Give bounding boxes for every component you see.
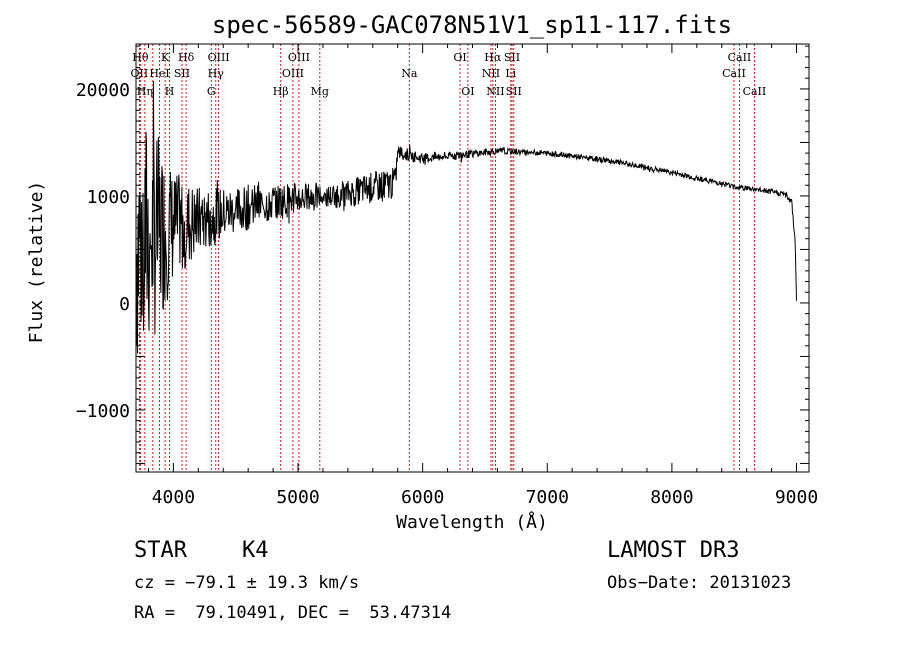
chart-title: spec-56589-GAC078N51V1_sp11-117.fits [212, 11, 732, 39]
spectral-line-label: H [165, 85, 175, 98]
spectral-lines: Hθ OII Hη HeI K H SII Hδ G Hγ OIII Hβ OIII OIII Mg Na OI… [131, 44, 767, 472]
object-class: STAR [134, 538, 187, 563]
spectral-line-label: SII [174, 67, 190, 80]
spectral-line-label: CaII [743, 85, 767, 98]
spectral-line-label: OI [453, 51, 466, 64]
y-axis-ticks: −1000 0 1000 20000 [76, 45, 809, 464]
y-tick-label: 20000 [76, 80, 130, 101]
axes [135, 43, 810, 473]
spectral-line-label: CaII [722, 67, 746, 80]
spectral-line-label: Na [401, 67, 418, 80]
sky-coordinates: RA = 79.10491, DEC = 53.47314 [134, 603, 452, 623]
y-tick-label: −1000 [76, 401, 130, 422]
x-axis-label: Wavelength (Å) [396, 511, 548, 533]
x-tick-label: 5000 [276, 487, 319, 508]
spectral-line-label: OI [461, 85, 474, 98]
spectral-line-label: Hη [137, 85, 153, 98]
spectral-line-label: OII [131, 67, 149, 80]
x-tick-label: 7000 [526, 487, 569, 508]
spectral-line-label: Hγ [208, 67, 225, 80]
x-tick-label: 8000 [650, 487, 693, 508]
spectral-line-label: Hθ [132, 51, 149, 64]
observation-date: Obs−Date: 20131023 [607, 573, 792, 593]
y-tick-label: 0 [119, 294, 130, 315]
x-tick-label: 6000 [401, 487, 444, 508]
y-tick-label: 1000 [87, 187, 130, 208]
redshift-velocity: cz = −79.1 ± 19.3 km/s [134, 573, 360, 593]
x-tick-label: 9000 [775, 487, 818, 508]
spectral-line-label: SII [504, 51, 520, 64]
y-axis-label: Flux (relative) [26, 181, 47, 344]
spectral-line-label: OIII [288, 51, 310, 64]
spectral-line-label: Hβ [273, 85, 289, 98]
plot-frame [135, 43, 810, 473]
spectral-line-label: G [207, 85, 216, 98]
spectral-line-label: Hα [484, 51, 502, 64]
spectral-line-label: K [161, 51, 170, 64]
spectral-line-label: OIII [208, 51, 230, 64]
spectral-line-label: CaII [728, 51, 752, 64]
survey-name: LAMOST DR3 [607, 538, 740, 563]
flux-series [135, 80, 797, 354]
spectral-line-label: OIII [282, 67, 304, 80]
spectral-line-label: Mg [311, 85, 329, 98]
x-tick-label: 4000 [152, 487, 195, 508]
spectral-line-label: Li [505, 67, 516, 80]
object-subclass: K4 [242, 538, 269, 563]
spectral-line-label: NII [486, 85, 504, 98]
flux-line [135, 80, 797, 354]
spectral-line-label: NII [482, 67, 500, 80]
spectral-line-label: SII [506, 85, 522, 98]
x-axis-ticks: 4000 5000 6000 7000 8000 9000 [147, 44, 818, 508]
spectral-line-label: Hδ [178, 51, 195, 64]
spectral-line-label: HeI [149, 67, 169, 80]
